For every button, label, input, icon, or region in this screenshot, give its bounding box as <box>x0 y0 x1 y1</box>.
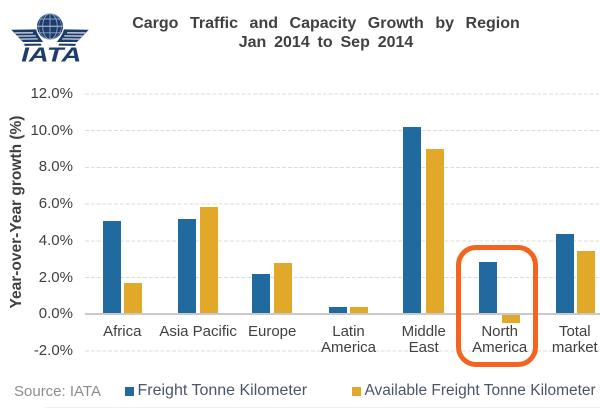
svg-text:IATA: IATA <box>21 45 81 67</box>
